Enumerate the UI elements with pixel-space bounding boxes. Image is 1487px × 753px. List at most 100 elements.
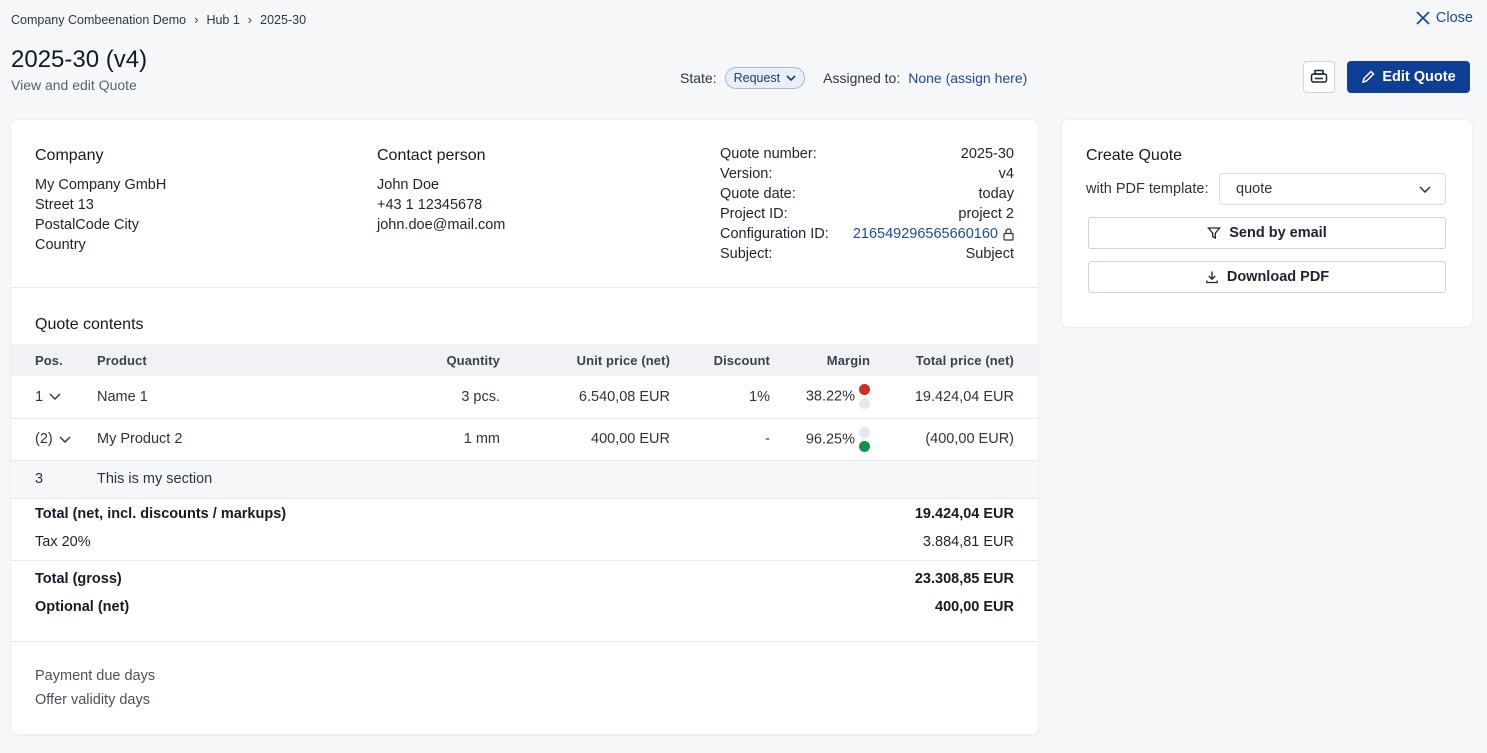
optional-net-value: 400,00 EUR [935, 599, 1014, 615]
margin-dot-top [859, 426, 870, 438]
column-unit-price: Unit price (net) [500, 344, 670, 376]
quote-card: Company My Company GmbH Street 13 Postal… [11, 120, 1038, 734]
page-subtitle: View and edit Quote [11, 77, 137, 93]
contact-name: John Doe [377, 177, 440, 193]
table-row[interactable]: 1 Name 1 3 pcs. 6.540,08 EUR 1% 38.22% 1… [11, 376, 1038, 419]
contact-email: john.doe@mail.com [377, 217, 506, 233]
quote-date-value: today [978, 186, 1014, 202]
printer-icon [1310, 69, 1328, 83]
chevron-down-icon [49, 393, 61, 401]
row-margin: 96.25% [770, 418, 870, 461]
row-pos: (2) [35, 431, 53, 447]
configuration-id-label: Configuration ID: [720, 226, 829, 242]
download-pdf-button[interactable]: Download PDF [1088, 261, 1446, 293]
row-margin-value: 38.22% [805, 388, 855, 405]
margin-dot-top [859, 384, 870, 396]
company-city: PostalCode City [35, 217, 139, 233]
section-row: 3 This is my section [11, 460, 1038, 499]
table-row[interactable]: (2) My Product 2 1 mm 400,00 EUR - 96.25… [11, 418, 1038, 461]
create-quote-heading: Create Quote [1086, 147, 1183, 164]
divider [11, 560, 1038, 561]
divider [11, 641, 1038, 642]
breadcrumb: Company Combeenation Demo › Hub 1 › 2025… [11, 12, 306, 27]
breadcrumb-item-company[interactable]: Company Combeenation Demo [11, 12, 187, 27]
payment-due-days: Payment due days [35, 668, 156, 684]
state-label: State: [680, 70, 717, 86]
pdf-template-label: with PDF template: [1086, 181, 1209, 197]
lock-icon [1003, 227, 1014, 241]
row-quantity: 1 mm [357, 418, 500, 461]
company-heading: Company [35, 147, 104, 164]
table-header-row: Pos. Product Quantity Unit price (net) D… [11, 344, 1038, 376]
divider [11, 287, 1038, 288]
section-pos: 3 [11, 460, 97, 499]
row-margin-value: 96.25% [805, 430, 855, 447]
total-net-label: Total (net, incl. discounts / markups) [35, 506, 287, 522]
filter-icon [1207, 227, 1222, 240]
margin-dot-bottom [859, 398, 870, 410]
chevron-right-icon: › [247, 12, 253, 27]
quote-date-label: Quote date: [720, 186, 796, 202]
chevron-right-icon: › [194, 12, 199, 27]
print-button[interactable] [1303, 61, 1335, 93]
edit-quote-button[interactable]: Edit Quote [1347, 61, 1470, 93]
tax-row: Tax 20% 3.884,81 EUR [35, 534, 1014, 550]
chevron-down-icon [59, 436, 71, 443]
contact-heading: Contact person [377, 147, 486, 164]
close-button[interactable]: Close [1416, 10, 1473, 26]
tax-value: 3.884,81 EUR [922, 534, 1014, 550]
column-pos: Pos. [11, 344, 97, 376]
send-by-email-button[interactable]: Send by email [1088, 217, 1446, 249]
quote-number-label: Quote number: [720, 146, 817, 162]
total-gross-row: Total (gross) 23.308,85 EUR [35, 571, 1014, 587]
chevron-down-icon [786, 74, 796, 81]
configuration-id-link[interactable]: 216549296565660160 [852, 226, 998, 242]
row-product: Name 1 [97, 376, 357, 419]
project-id-value: project 2 [958, 206, 1014, 222]
state-row: State: Request Assigned to: None (assign… [680, 67, 1027, 89]
version-label: Version: [720, 166, 773, 182]
version-value: v4 [998, 166, 1014, 182]
state-dropdown[interactable]: Request [724, 67, 806, 89]
send-by-email-label: Send by email [1229, 225, 1327, 241]
quote-meta: Quote number: 2025-30 Version: v4 Quote da… [720, 144, 1014, 264]
row-discount: 1% [670, 376, 770, 419]
row-product: My Product 2 [97, 418, 357, 461]
pdf-template-select[interactable]: quote [1219, 173, 1446, 205]
company-name: My Company GmbH [35, 177, 167, 193]
project-id-label: Project ID: [720, 206, 788, 222]
quote-number-value: 2025-30 [960, 146, 1014, 162]
close-icon [1416, 11, 1430, 25]
company-street: Street 13 [35, 197, 94, 213]
contact-phone: +43 1 12345678 [377, 197, 483, 213]
total-gross-value: 23.308,85 EUR [914, 571, 1014, 587]
breadcrumb-item-quote: 2025-30 [260, 12, 307, 27]
margin-indicator [859, 426, 870, 452]
column-margin: Margin [770, 344, 870, 376]
download-pdf-label: Download PDF [1226, 269, 1330, 285]
breadcrumb-item-hub[interactable]: Hub 1 [206, 12, 240, 27]
total-net-row: Total (net, incl. discounts / markups) 19… [35, 506, 1014, 522]
column-product: Product [97, 344, 357, 376]
row-position-toggle[interactable]: 1 [11, 376, 97, 419]
offer-validity-days: Offer validity days [35, 692, 150, 708]
row-unit-price: 400,00 EUR [500, 418, 670, 461]
column-quantity: Quantity [357, 344, 500, 376]
row-quantity: 3 pcs. [357, 376, 500, 419]
assign-link[interactable]: None (assign here) [908, 70, 1028, 86]
total-gross-label: Total (gross) [35, 571, 122, 587]
subject-value: Subject [965, 246, 1014, 262]
page-title: 2025-30 (v4) [11, 46, 148, 73]
row-discount: - [670, 418, 770, 461]
create-quote-card: Create Quote with PDF template: quote Se… [1062, 120, 1472, 327]
column-discount: Discount [670, 344, 770, 376]
contact-details: John Doe +43 1 12345678 john.doe@mail.co… [377, 175, 505, 235]
row-position-toggle[interactable]: (2) [11, 418, 97, 461]
company-address: My Company GmbH Street 13 PostalCode Cit… [35, 175, 166, 255]
optional-net-row: Optional (net) 400,00 EUR [35, 599, 1014, 615]
margin-indicator [859, 384, 870, 410]
section-label: This is my section [97, 460, 1038, 499]
column-total-price: Total price (net) [870, 344, 1038, 376]
pencil-icon [1362, 70, 1375, 84]
row-total-price: (400,00 EUR) [870, 418, 1038, 461]
